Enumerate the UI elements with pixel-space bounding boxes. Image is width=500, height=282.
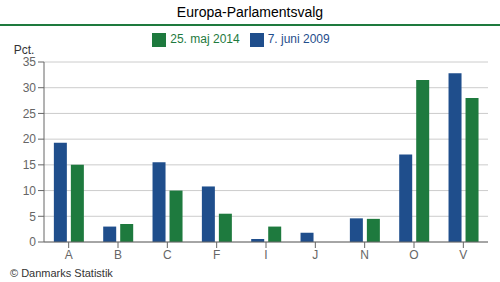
svg-text:V: V	[459, 248, 467, 262]
svg-text:J: J	[312, 248, 318, 262]
svg-text:N: N	[360, 248, 369, 262]
svg-text:C: C	[163, 248, 172, 262]
svg-text:O: O	[409, 248, 418, 262]
svg-text:5: 5	[29, 210, 36, 224]
svg-text:I: I	[264, 248, 267, 262]
svg-text:Pct.: Pct.	[14, 43, 35, 57]
html-text:25. maj 2014: 25. maj 2014	[170, 32, 240, 46]
svg-text:25: 25	[23, 107, 37, 121]
svg-text:F: F	[213, 248, 220, 262]
html-text:© Danmarks Statistik: © Danmarks Statistik	[10, 267, 113, 279]
svg-text:35: 35	[23, 55, 37, 69]
svg-text:20: 20	[23, 132, 37, 146]
html-text:7. juni 2009: 7. juni 2009	[267, 32, 330, 46]
html-text:Europa-Parlamentsvalg: Europa-Parlamentsvalg	[176, 4, 324, 20]
svg-text:B: B	[114, 248, 122, 262]
svg-text:30: 30	[23, 81, 37, 95]
svg-text:0: 0	[29, 235, 36, 249]
svg-text:15: 15	[23, 158, 37, 172]
svg-text:10: 10	[23, 184, 37, 198]
svg-text:A: A	[65, 248, 73, 262]
